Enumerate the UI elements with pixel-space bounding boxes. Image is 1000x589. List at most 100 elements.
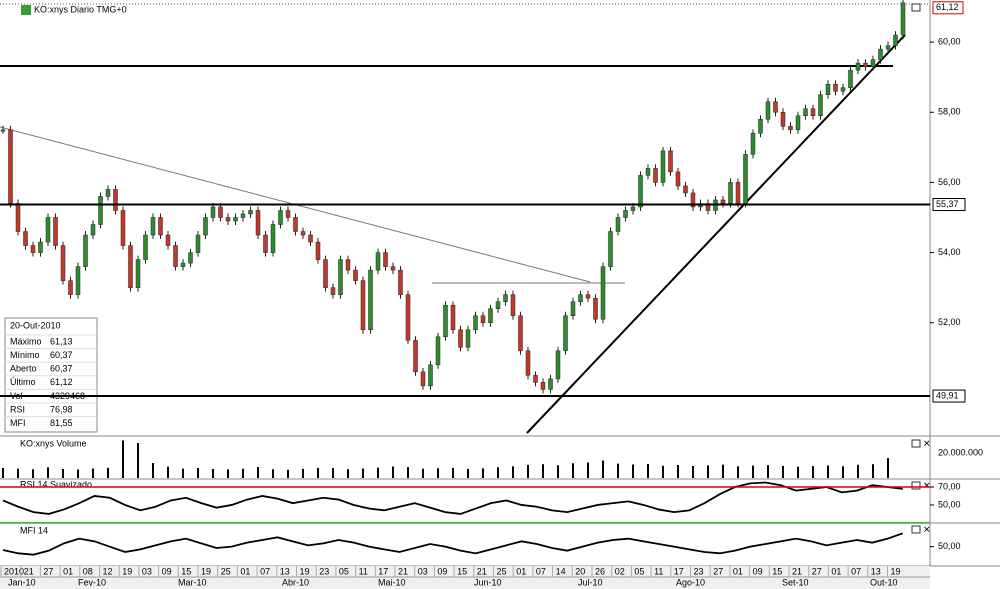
- candle: [428, 364, 433, 387]
- candle: [105, 189, 111, 197]
- maximize-button[interactable]: [911, 525, 921, 534]
- volume-bar: [92, 468, 94, 478]
- candle: [383, 252, 388, 267]
- maximize-button[interactable]: [911, 439, 921, 448]
- candle: [345, 259, 351, 271]
- candle: [683, 185, 688, 194]
- x-day-label: 19: [201, 566, 211, 576]
- candle: [615, 217, 621, 232]
- info-label: Último: [10, 377, 36, 387]
- candle: [690, 192, 696, 208]
- info-value: 61,13: [50, 336, 73, 346]
- x-month-label: Set-10: [782, 577, 809, 587]
- close-button[interactable]: ✕: [923, 438, 931, 448]
- close-button[interactable]: ✕: [923, 524, 931, 534]
- x-day-label: 11: [359, 566, 368, 576]
- candle: [443, 304, 448, 338]
- candle: [353, 269, 358, 281]
- maximize-button[interactable]: [911, 481, 921, 490]
- info-value: 76,98: [50, 404, 73, 414]
- x-day-label: 26: [595, 566, 605, 576]
- candle: [893, 34, 898, 46]
- candle: [645, 168, 651, 176]
- volume-bar: [617, 463, 619, 478]
- volume-bar: [692, 466, 694, 478]
- x-day-label: 09: [162, 566, 172, 576]
- candle: [143, 234, 148, 260]
- candle: [803, 108, 808, 117]
- x-day-label: 01: [831, 566, 841, 576]
- volume-bar: [167, 466, 169, 478]
- volume-title: KO:xnys Volume: [20, 438, 87, 448]
- last-price-box: [932, 1, 964, 15]
- candle: [555, 350, 561, 380]
- x-day-label: 25: [497, 566, 507, 576]
- x-day-label: 19: [122, 566, 132, 576]
- candle: [885, 45, 891, 50]
- candle: [368, 269, 373, 331]
- level-label-box: [932, 389, 966, 403]
- x-month-label: Out-10: [870, 577, 898, 587]
- x-day-label: 19: [891, 566, 901, 576]
- candle: [900, 2, 906, 36]
- x-day-label: 01: [63, 566, 73, 576]
- info-date: 20-Out-2010: [10, 320, 61, 330]
- icon[interactable]: [21, 5, 31, 15]
- x-day-label: 03: [142, 566, 152, 576]
- candle: [780, 112, 786, 127]
- volume-bar: [782, 465, 784, 478]
- candle: [405, 294, 411, 341]
- candle: [113, 189, 118, 211]
- close-button[interactable]: ✕: [923, 480, 931, 490]
- candle: [30, 245, 36, 253]
- x-day-label: 07: [851, 566, 861, 576]
- candle: [285, 210, 291, 218]
- candle: [623, 210, 628, 218]
- x-day-label: 07: [260, 566, 270, 576]
- x-day-label: 21: [477, 566, 487, 576]
- candle: [263, 234, 268, 253]
- x-day-label: 01: [733, 566, 743, 576]
- x-day-label: 09: [753, 566, 763, 576]
- candle: [420, 371, 426, 387]
- candle: [38, 241, 43, 253]
- volume-bar: [317, 467, 319, 478]
- candle: [128, 245, 133, 288]
- candle: [90, 224, 96, 236]
- candle: [150, 217, 156, 236]
- candle: [135, 259, 141, 288]
- candle: [593, 297, 598, 320]
- volume-bar: [797, 466, 799, 478]
- volume-bar: [602, 460, 604, 478]
- candle: [0, 129, 6, 132]
- last-price-label: 61,12: [936, 2, 959, 12]
- x-day-label: 15: [772, 566, 782, 576]
- x-day-label: 13: [280, 566, 290, 576]
- candle: [848, 69, 853, 88]
- maximize-button[interactable]: [911, 3, 921, 12]
- x-month-label: Mar-10: [178, 577, 207, 587]
- x-day-label: 08: [83, 566, 93, 576]
- volume-bar: [872, 464, 874, 478]
- mfi-line: [2, 532, 904, 556]
- candle: [833, 83, 838, 92]
- candle: [300, 231, 306, 236]
- candle: [248, 210, 253, 215]
- volume-bar: [677, 465, 679, 478]
- candle: [338, 259, 343, 295]
- candle: [540, 382, 546, 390]
- candle: [480, 315, 486, 323]
- candle: [240, 213, 246, 218]
- candle: [435, 336, 441, 366]
- x-month-label: Ago-10: [676, 577, 705, 587]
- y-tick-label: 70,00: [938, 481, 961, 491]
- candle: [750, 133, 756, 155]
- support-trend-line: [526, 34, 906, 434]
- x-day-label: 15: [181, 566, 191, 576]
- info-value: 61,12: [50, 377, 73, 387]
- y-tick-label: 60,00: [938, 36, 961, 46]
- candle: [675, 171, 681, 187]
- candle: [293, 217, 298, 232]
- info-box: [4, 317, 98, 433]
